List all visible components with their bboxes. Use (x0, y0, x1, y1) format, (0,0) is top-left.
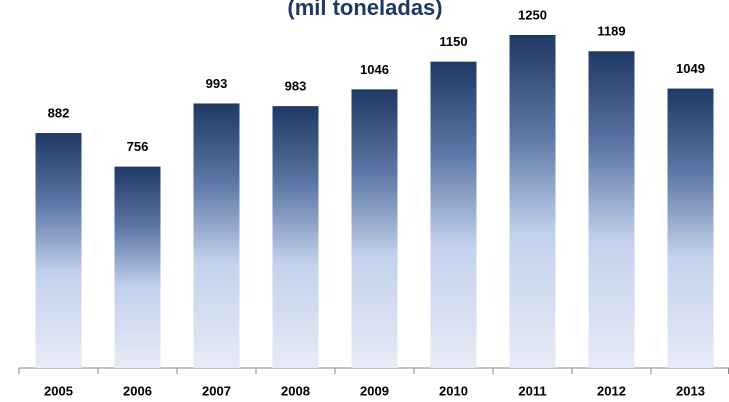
data-label: 1189 (597, 24, 625, 39)
data-label: 756 (127, 139, 149, 154)
x-tick-label: 2006 (123, 383, 152, 398)
data-label: 882 (48, 105, 70, 120)
bar (667, 88, 714, 369)
data-label: 993 (206, 76, 228, 91)
bar (272, 106, 319, 369)
data-label: 1049 (676, 61, 705, 76)
x-tick-label: 2013 (676, 383, 705, 398)
bar (35, 133, 82, 368)
x-tick-label: 2010 (439, 383, 468, 398)
bar (430, 61, 477, 368)
data-label: 1150 (439, 34, 467, 49)
bar (351, 89, 398, 369)
chart-title: (mil toneladas) (287, 0, 442, 20)
x-tick-label: 2011 (518, 383, 546, 398)
x-tick-label: 2005 (44, 383, 73, 398)
data-label: 1046 (360, 62, 389, 77)
data-label: 1250 (518, 7, 547, 22)
bar (588, 51, 635, 369)
bar (509, 35, 556, 368)
data-label: 983 (285, 79, 307, 94)
x-tick-label: 2009 (360, 383, 389, 398)
x-tick-label: 2007 (202, 383, 231, 398)
bar (114, 166, 161, 368)
bar (193, 103, 240, 369)
x-tick-label: 2008 (281, 383, 310, 398)
x-tick-label: 2012 (597, 383, 626, 398)
